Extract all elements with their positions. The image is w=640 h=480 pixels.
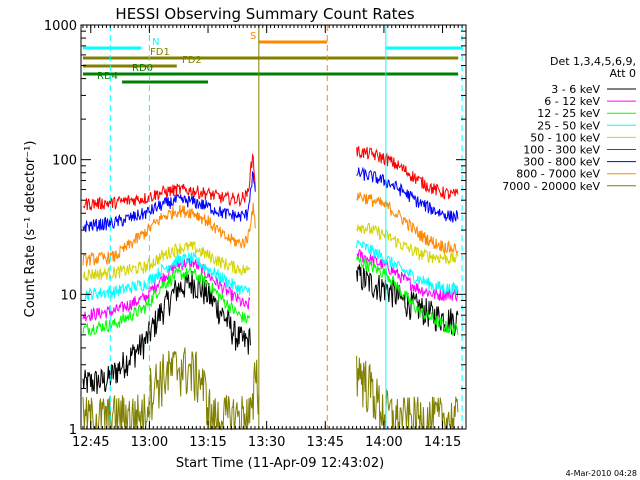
state-bar-label: RD0	[132, 63, 153, 74]
x-tick-label: 14:00	[365, 435, 402, 450]
y-tick-label: 10	[60, 288, 77, 303]
legend-entry-label: 800 - 7000 keV	[516, 168, 600, 181]
x-tick-label: 13:45	[307, 435, 344, 450]
legend-entry-label: 100 - 300 keV	[523, 144, 600, 157]
x-axis-label: Start Time (11-Apr-09 12:43:02)	[176, 456, 384, 471]
state-bar-rd0: RD0	[82, 63, 459, 76]
series-100-300-kev	[82, 145, 459, 212]
legend-entry-label: 6 - 12 keV	[544, 95, 600, 108]
series-line-segment	[82, 271, 251, 395]
series-line-segment	[356, 166, 459, 223]
state-bar-n: N	[82, 37, 463, 50]
x-tick-label: 13:30	[248, 435, 285, 450]
vertical-markers	[109, 25, 463, 429]
series-line-segment	[82, 347, 260, 431]
series-line-segment	[356, 145, 459, 200]
chart-title: HESSI Observing Summary Count Rates	[115, 5, 414, 23]
series-line-segment	[82, 152, 256, 212]
state-bar-label: FD2	[182, 55, 202, 66]
series-line-segment	[356, 223, 459, 266]
legend-entry-label: 300 - 800 keV	[523, 156, 600, 169]
series-800-7000-kev	[82, 192, 459, 267]
state-bar-fd2: FD2	[82, 55, 202, 68]
legend-entry-label: 7000 - 20000 keV	[502, 180, 600, 193]
series-line-segment	[356, 264, 459, 336]
series-line-segment	[356, 255, 459, 336]
x-tick-label: 13:00	[131, 435, 168, 450]
legend-header: Det 1,3,4,5,6,9,	[550, 55, 636, 68]
x-tick-label: 14:15	[424, 435, 461, 450]
state-bar-fd1: FD1	[82, 47, 459, 60]
state-bar-label: RD4	[97, 71, 118, 82]
series-line-segment	[356, 239, 459, 296]
state-bar-rd4: RD4	[97, 71, 209, 84]
series-line-segment	[356, 192, 459, 255]
axes	[80, 24, 467, 430]
y-axis-label: Count Rate (s⁻¹ detector⁻¹)	[23, 141, 38, 318]
legend-entry-label: 3 - 6 keV	[551, 83, 600, 96]
state-bar-label: N	[152, 37, 159, 48]
x-tick-label: 12:45	[72, 435, 109, 450]
y-tick-label: 1000	[44, 19, 77, 34]
state-bar-label: S	[250, 31, 256, 42]
legend-entry-label: 50 - 100 keV	[530, 131, 600, 144]
series-line-segment	[82, 202, 256, 267]
y-tick-label: 1	[69, 423, 77, 438]
series-25-50-kev	[82, 239, 459, 301]
legend-entry-label: 12 - 25 keV	[537, 107, 600, 120]
series-lines	[82, 145, 459, 431]
state-bars: N S FD1 FD2 RD0 RD4	[82, 31, 463, 84]
series-7000-20000-kev	[82, 347, 459, 431]
legend-entry-label: 25 - 50 keV	[537, 119, 600, 132]
axis-ticks: 12:45 13:00 13:15 13:30 13:45 14:00 14:15 1 10 10…	[44, 19, 467, 450]
footer-date: 4-Mar-2010 04:28	[566, 469, 637, 478]
series-line-segment	[82, 170, 256, 233]
series-6-12-kev	[82, 249, 459, 322]
plot-frame	[80, 24, 467, 430]
series-line-segment	[356, 355, 459, 430]
y-tick-label: 100	[52, 154, 77, 169]
state-bar-label: FD1	[150, 47, 170, 58]
x-tick-label: 13:15	[189, 435, 226, 450]
series-line-segment	[82, 256, 251, 322]
legend-header: Att 0	[610, 67, 636, 80]
series-3-6-kev	[82, 264, 459, 395]
series-300-800-kev	[82, 166, 459, 233]
series-line-segment	[82, 251, 251, 301]
state-bar-s: S	[250, 31, 328, 44]
